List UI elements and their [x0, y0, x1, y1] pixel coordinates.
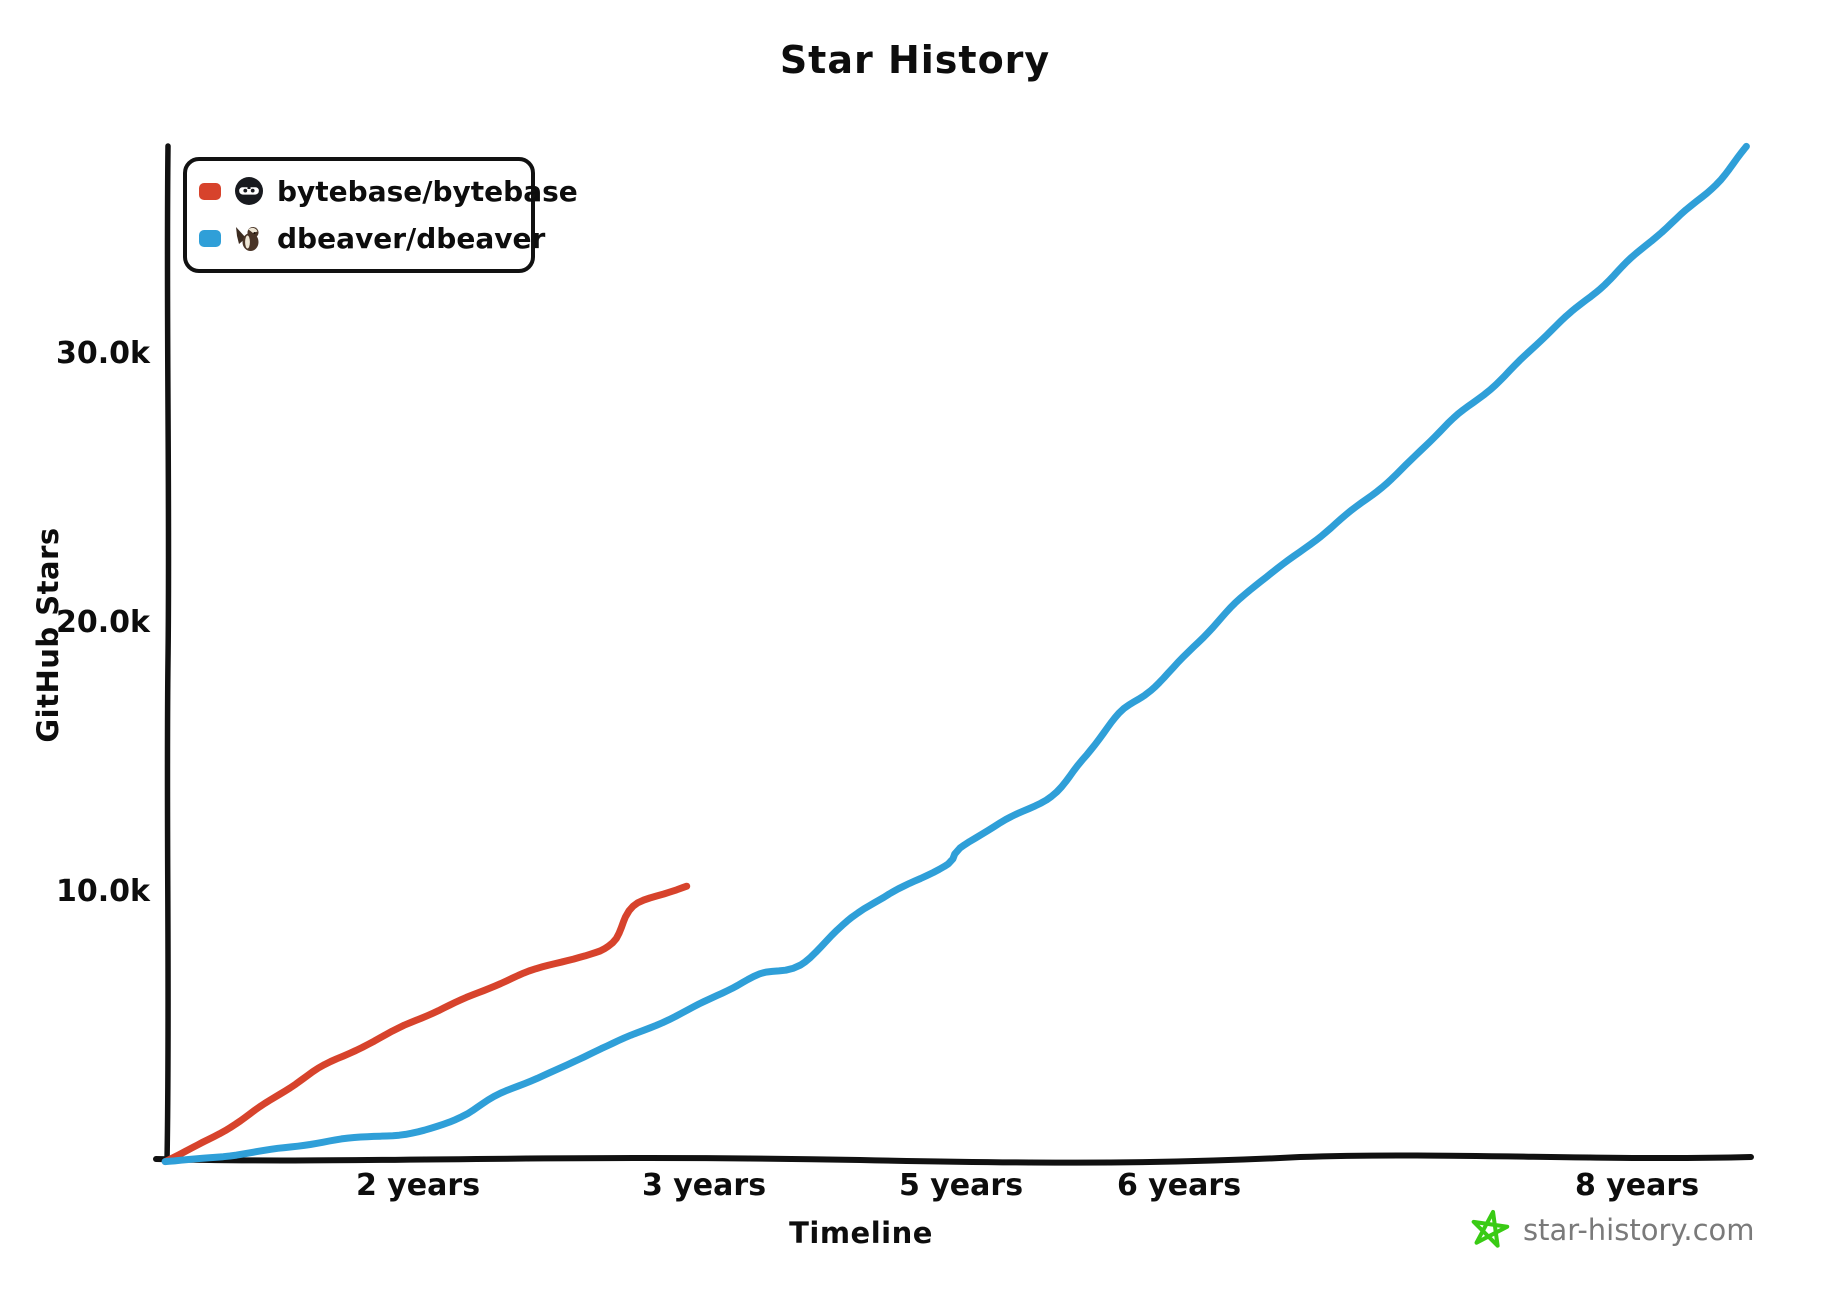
watermark-text: star-history.com — [1523, 1213, 1755, 1247]
y-tick-label-10.0k: 10.0k — [56, 874, 150, 909]
x-tick-label-2-years: 2 years — [355, 1168, 481, 1203]
x-axis-title: Timeline — [789, 1216, 933, 1250]
x-tick-label-8-years: 8 years — [1574, 1168, 1700, 1203]
green-star-icon — [1471, 1209, 1510, 1248]
star-history-watermark[interactable]: star-history.com — [1468, 1206, 1755, 1254]
legend-swatch-blue — [199, 230, 221, 248]
x-tick-label-5-years: 5 years — [898, 1168, 1024, 1203]
legend-swatch-red — [199, 182, 221, 200]
series-line-bytebase — [161, 882, 691, 1165]
x-tick-label-6-years: 6 years — [1116, 1168, 1242, 1203]
chart-legend: bytebase/bytebase dbeaver/dbeaver — [183, 157, 578, 273]
bytebase-avatar-icon — [235, 177, 263, 206]
series-line-dbeaver — [161, 142, 1750, 1166]
legend-label-bytebase: bytebase/bytebase — [277, 174, 578, 208]
y-axis-line — [164, 143, 172, 1164]
dbeaver-avatar-icon — [236, 226, 259, 251]
y-tick-label-30.0k: 30.0k — [56, 336, 150, 371]
x-tick-label-3-years: 3 years — [641, 1168, 767, 1203]
x-axis-line — [153, 1152, 1754, 1166]
legend-label-dbeaver: dbeaver/dbeaver — [277, 222, 546, 256]
chart-title: Star History — [779, 38, 1051, 82]
y-tick-label-20.0k: 20.0k — [56, 605, 150, 640]
legend-item-dbeaver[interactable]: dbeaver/dbeaver — [199, 218, 545, 260]
legend-item-bytebase[interactable]: bytebase/bytebase — [199, 170, 578, 212]
